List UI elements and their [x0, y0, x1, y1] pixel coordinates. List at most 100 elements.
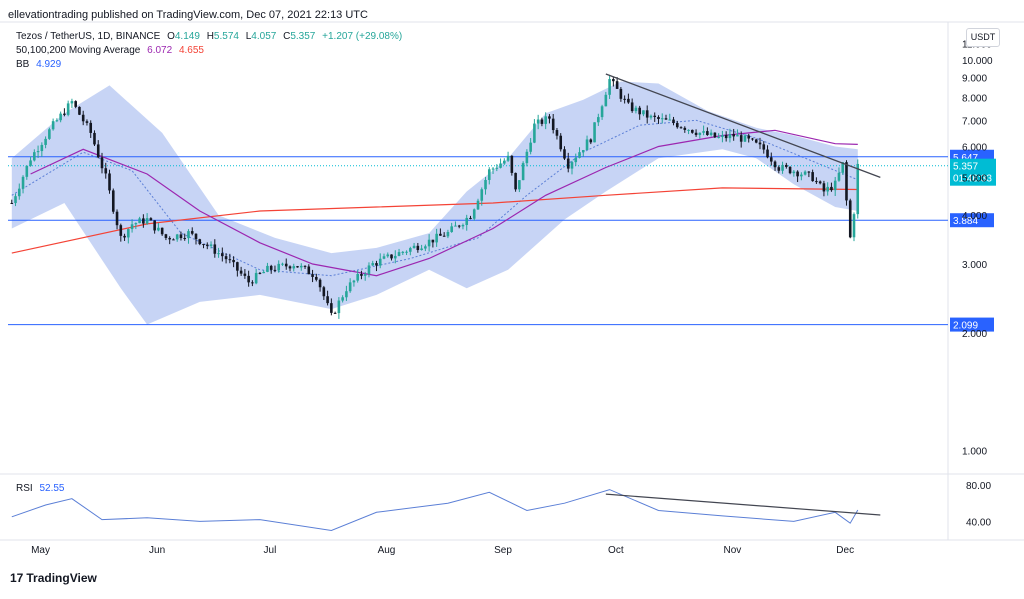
- candle-body: [386, 254, 390, 257]
- candle-body: [284, 263, 288, 267]
- candle-body: [442, 235, 446, 237]
- candle-body: [559, 135, 563, 150]
- tradingview-logo[interactable]: 17 TradingView: [10, 571, 97, 585]
- candle-body: [773, 161, 777, 168]
- candle-body: [21, 176, 25, 189]
- candle-body: [803, 171, 807, 175]
- symbol-legend: Tezos / TetherUS, 1D, BINANCE O4.149 H5.…: [16, 31, 406, 42]
- candle-body: [544, 116, 547, 124]
- candle-body: [503, 160, 506, 164]
- rsi-trendline[interactable]: [605, 493, 881, 516]
- ohlc-open: O4.149: [167, 31, 200, 42]
- candle-body: [243, 273, 247, 276]
- candle-body: [848, 200, 852, 238]
- candle-body: [378, 258, 382, 266]
- candle-body: [424, 246, 427, 249]
- price-level-tag: 2.099: [950, 317, 994, 332]
- candle-body: [679, 127, 683, 129]
- candle-body: [337, 300, 341, 314]
- rsi-legend: RSI 52.55: [16, 483, 68, 494]
- price-tick-label: 7.000: [962, 116, 987, 127]
- candle-body: [694, 132, 698, 135]
- candle-body: [548, 116, 551, 119]
- candle-body: [172, 239, 175, 241]
- candle-body: [303, 265, 307, 267]
- candle-body: [491, 168, 495, 170]
- candle-body: [822, 183, 826, 192]
- candle-body: [724, 135, 728, 139]
- candle-body: [706, 131, 709, 136]
- price-tick-label: 2.000: [962, 329, 987, 340]
- candle-body: [296, 266, 299, 268]
- candle-body: [315, 276, 318, 280]
- candle-body: [326, 296, 329, 304]
- candle-body: [311, 274, 314, 277]
- candle-body: [360, 274, 363, 276]
- candle-body: [476, 200, 480, 210]
- candle-body: [743, 135, 747, 142]
- candle-body: [811, 172, 814, 182]
- ma-label[interactable]: 50,100,200 Moving Average: [16, 45, 141, 56]
- rsi-value: 52.55: [39, 483, 65, 494]
- currency-button[interactable]: USDT: [966, 28, 1000, 47]
- candle-body: [363, 274, 367, 276]
- candle-body: [785, 164, 788, 167]
- candle-body: [446, 231, 450, 237]
- candle-body: [762, 144, 766, 150]
- candle-body: [322, 287, 326, 297]
- price-level-tag: 3.884: [950, 213, 994, 228]
- candle-body: [224, 256, 228, 260]
- price-trendline[interactable]: [605, 73, 881, 178]
- candle-body: [221, 253, 224, 257]
- candle-body: [345, 291, 348, 298]
- candle-body: [318, 279, 322, 288]
- candle-body: [815, 181, 818, 183]
- price-tick-label: 10.000: [962, 56, 993, 67]
- candle-body: [409, 248, 412, 252]
- candle-body: [277, 263, 281, 271]
- candle-body: [585, 139, 589, 151]
- candle-body: [454, 225, 457, 227]
- bollinger-band-fill: [11, 81, 858, 325]
- candle-body: [14, 196, 17, 204]
- candle-body: [709, 132, 713, 136]
- candle-body: [17, 188, 21, 197]
- candle-body: [63, 113, 66, 115]
- candle-body: [205, 244, 209, 246]
- candle-body: [104, 168, 108, 174]
- high-label: H: [206, 31, 214, 42]
- candle-body: [754, 139, 758, 143]
- candle-body: [307, 266, 311, 275]
- candle-body: [288, 266, 292, 269]
- time-tick-label: Jun: [149, 545, 165, 556]
- bb-label[interactable]: BB: [16, 59, 30, 70]
- current-price-label: 5.357: [953, 162, 978, 173]
- candle-body: [175, 234, 179, 240]
- bollinger-basis-line: [11, 119, 858, 277]
- candle-body: [74, 101, 77, 107]
- time-tick-label: Jul: [264, 545, 277, 556]
- candle-body: [273, 269, 277, 271]
- candle-body: [44, 138, 47, 145]
- candle-body: [698, 132, 702, 135]
- candle-body: [292, 266, 296, 269]
- candle-body: [269, 265, 273, 270]
- candle-body: [604, 94, 608, 107]
- open-label: O: [167, 31, 175, 42]
- candle-body: [299, 265, 303, 268]
- candle-body: [518, 180, 521, 190]
- rsi-label[interactable]: RSI: [16, 483, 33, 494]
- candle-body: [217, 253, 220, 255]
- candle-body: [119, 225, 123, 236]
- candle-body: [807, 171, 811, 173]
- candle-body: [348, 282, 352, 292]
- symbol-name[interactable]: Tezos / TetherUS, 1D, BINANCE: [16, 31, 161, 42]
- candle-body: [412, 245, 416, 249]
- candle-body: [739, 135, 743, 142]
- candle-body: [533, 123, 536, 143]
- candle-body: [465, 217, 469, 225]
- candle-body: [630, 102, 634, 112]
- candle-body: [25, 165, 29, 177]
- candle-body: [747, 135, 751, 139]
